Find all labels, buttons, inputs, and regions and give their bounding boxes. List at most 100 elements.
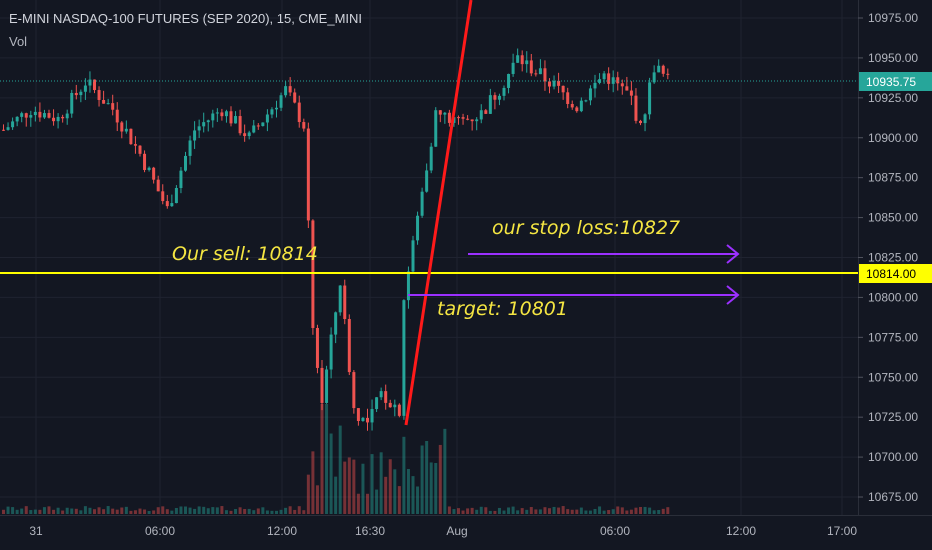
candle-body: [93, 79, 96, 91]
candle-body: [384, 391, 388, 403]
volume-bar: [457, 508, 460, 514]
candle-body: [347, 319, 351, 373]
target-annotation[interactable]: target: 10801: [437, 298, 568, 320]
candle-body: [120, 122, 124, 132]
sell-annotation[interactable]: Our sell: 10814: [172, 243, 318, 265]
stop-loss-annotation[interactable]: our stop loss:10827: [492, 217, 681, 239]
volume-bar: [325, 404, 329, 514]
volume-bar: [129, 510, 133, 514]
candle-body: [579, 100, 583, 112]
candle-body: [24, 113, 28, 118]
trend-line[interactable]: [404, 0, 473, 426]
candle-body: [288, 86, 292, 93]
candle-body: [457, 117, 460, 119]
volume-label[interactable]: Vol: [9, 34, 28, 49]
price-tick-label: 10725.00: [868, 410, 918, 424]
target-arrow[interactable]: [408, 285, 740, 305]
price-tick-label: 10975.00: [868, 11, 918, 25]
price-tick-label: 10950.00: [868, 51, 918, 65]
volume-bar: [343, 461, 347, 514]
stop-loss-arrow[interactable]: [468, 244, 740, 264]
candle-body: [634, 95, 638, 121]
volume-bar: [384, 476, 388, 514]
candle-body: [538, 68, 542, 75]
candle-body: [47, 113, 51, 118]
volume-bar: [156, 507, 160, 514]
volume-bar: [598, 506, 602, 514]
volume-bar: [311, 451, 315, 514]
volume-bar: [352, 459, 356, 514]
candle-body: [320, 367, 324, 403]
candle-body: [297, 102, 301, 123]
last-price-value: 10935.75: [866, 75, 916, 89]
time-tick-label: 17:00: [827, 524, 857, 538]
candle-body: [52, 117, 56, 122]
candle-body: [2, 129, 5, 131]
candle-body: [97, 90, 101, 100]
candle-body: [311, 220, 315, 328]
volume-bar: [93, 509, 96, 514]
candle-body: [306, 128, 310, 221]
candle-body: [188, 140, 192, 156]
candle-body: [411, 240, 415, 272]
volume-bar: [261, 507, 265, 514]
volume-bar: [106, 506, 110, 514]
volume-bar: [625, 510, 629, 514]
time-axis[interactable]: 31 06:00 12:00 16:30 Aug 06:00 12:00 17:00: [29, 524, 857, 538]
candle-body: [488, 95, 492, 114]
volume-bar: [488, 510, 492, 514]
volume-bar: [275, 510, 278, 514]
candle-body: [388, 402, 392, 408]
candle-body: [557, 80, 561, 86]
volume-bar: [652, 510, 656, 514]
volume-bar: [538, 509, 542, 514]
candle-body: [102, 99, 106, 104]
candle-body: [224, 111, 228, 117]
volume-bar: [588, 510, 592, 514]
candle-body: [648, 82, 652, 115]
volume-bar: [256, 508, 260, 514]
chart-title[interactable]: E-MINI NASDAQ-100 FUTURES (SEP 2020), 15…: [9, 11, 363, 26]
candle-body: [598, 79, 602, 83]
volume-bar: [315, 485, 319, 514]
volume-bar: [525, 509, 529, 514]
volume-bar: [197, 506, 201, 514]
volume-bar: [306, 474, 310, 514]
candle-body: [325, 369, 329, 403]
volume-bar: [575, 509, 579, 514]
candle-body: [293, 92, 297, 103]
candle-body: [42, 113, 46, 118]
candle-body: [197, 126, 201, 131]
volume-bar: [211, 507, 215, 514]
volume-bar: [229, 510, 233, 514]
volume-bar: [152, 510, 156, 514]
volume-bar: [507, 507, 511, 514]
candle-body: [543, 68, 547, 82]
candle-body: [343, 285, 347, 320]
volume-bar: [379, 452, 383, 514]
time-tick-label: 12:00: [267, 524, 297, 538]
candle-body: [83, 85, 87, 92]
candle-body: [147, 167, 151, 170]
volume-bar: [202, 506, 206, 514]
candle-body: [639, 120, 642, 124]
volume-bar: [124, 506, 128, 514]
volume-bar: [593, 508, 597, 514]
candle-body: [315, 327, 319, 368]
candle-body: [629, 90, 633, 96]
price-axis[interactable]: 10975.00 10950.00 10925.00 10900.00 10875.00…: [858, 11, 918, 504]
time-tick-label: 12:00: [726, 524, 756, 538]
volume-bar: [602, 510, 606, 514]
candle-body: [11, 121, 15, 128]
volume-bar: [147, 510, 151, 514]
volume-bar: [247, 508, 251, 514]
volume-bar: [234, 509, 238, 514]
volume-bar: [179, 506, 183, 514]
volume-bar: [484, 507, 488, 514]
candle-body: [152, 167, 156, 180]
volume-bar: [516, 510, 520, 514]
volume-bar: [434, 462, 438, 514]
sell-level-value: 10814.00: [866, 267, 916, 281]
price-tick-label: 10925.00: [868, 91, 918, 105]
